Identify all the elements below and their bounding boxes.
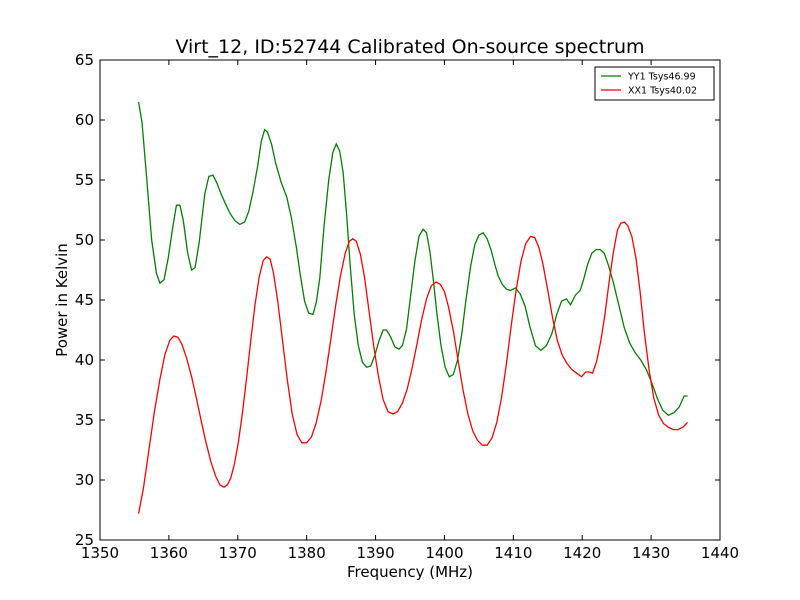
legend-label-1: XX1 Tsys40.02 xyxy=(628,86,697,97)
series-line-1 xyxy=(137,221,689,514)
y-tick-label: 25 xyxy=(75,531,94,549)
y-tick-label: 40 xyxy=(75,351,94,369)
x-tick-label: 1380 xyxy=(288,544,326,562)
x-axis: 1350 1360 1370 1380 1390 1400 1410 1420 1430 1440 xyxy=(81,60,739,562)
y-tick-label: 60 xyxy=(75,111,94,129)
x-tick-label: 1400 xyxy=(425,544,463,562)
y-axis: 25 30 35 40 45 50 55 60 65 xyxy=(75,51,720,549)
legend: YY1 Tsys46.99 XX1 Tsys40.02 xyxy=(594,66,715,101)
y-tick-label: 45 xyxy=(75,291,94,309)
y-tick-label: 50 xyxy=(75,231,94,249)
y-tick-label: 55 xyxy=(75,171,94,189)
x-tick-label: 1420 xyxy=(563,544,601,562)
series-line-0 xyxy=(137,101,688,416)
x-axis-label: Frequency (MHz) xyxy=(347,563,473,581)
y-tick-label: 65 xyxy=(75,51,94,69)
series-layer xyxy=(137,101,689,514)
x-tick-label: 1360 xyxy=(150,544,188,562)
y-tick-label: 30 xyxy=(75,471,94,489)
y-tick-label: 35 xyxy=(75,411,94,429)
x-tick-label: 1370 xyxy=(219,544,257,562)
x-tick-label: 1440 xyxy=(701,544,739,562)
x-tick-label: 1390 xyxy=(356,544,394,562)
x-tick-label: 1350 xyxy=(81,544,119,562)
chart-title: Virt_12, ID:52744 Calibrated On-source s… xyxy=(175,36,644,58)
x-tick-label: 1430 xyxy=(632,544,670,562)
legend-label-0: YY1 Tsys46.99 xyxy=(627,72,696,83)
x-tick-label: 1410 xyxy=(494,544,532,562)
legend-box xyxy=(594,66,715,101)
y-axis-label: Power in Kelvin xyxy=(53,243,71,357)
